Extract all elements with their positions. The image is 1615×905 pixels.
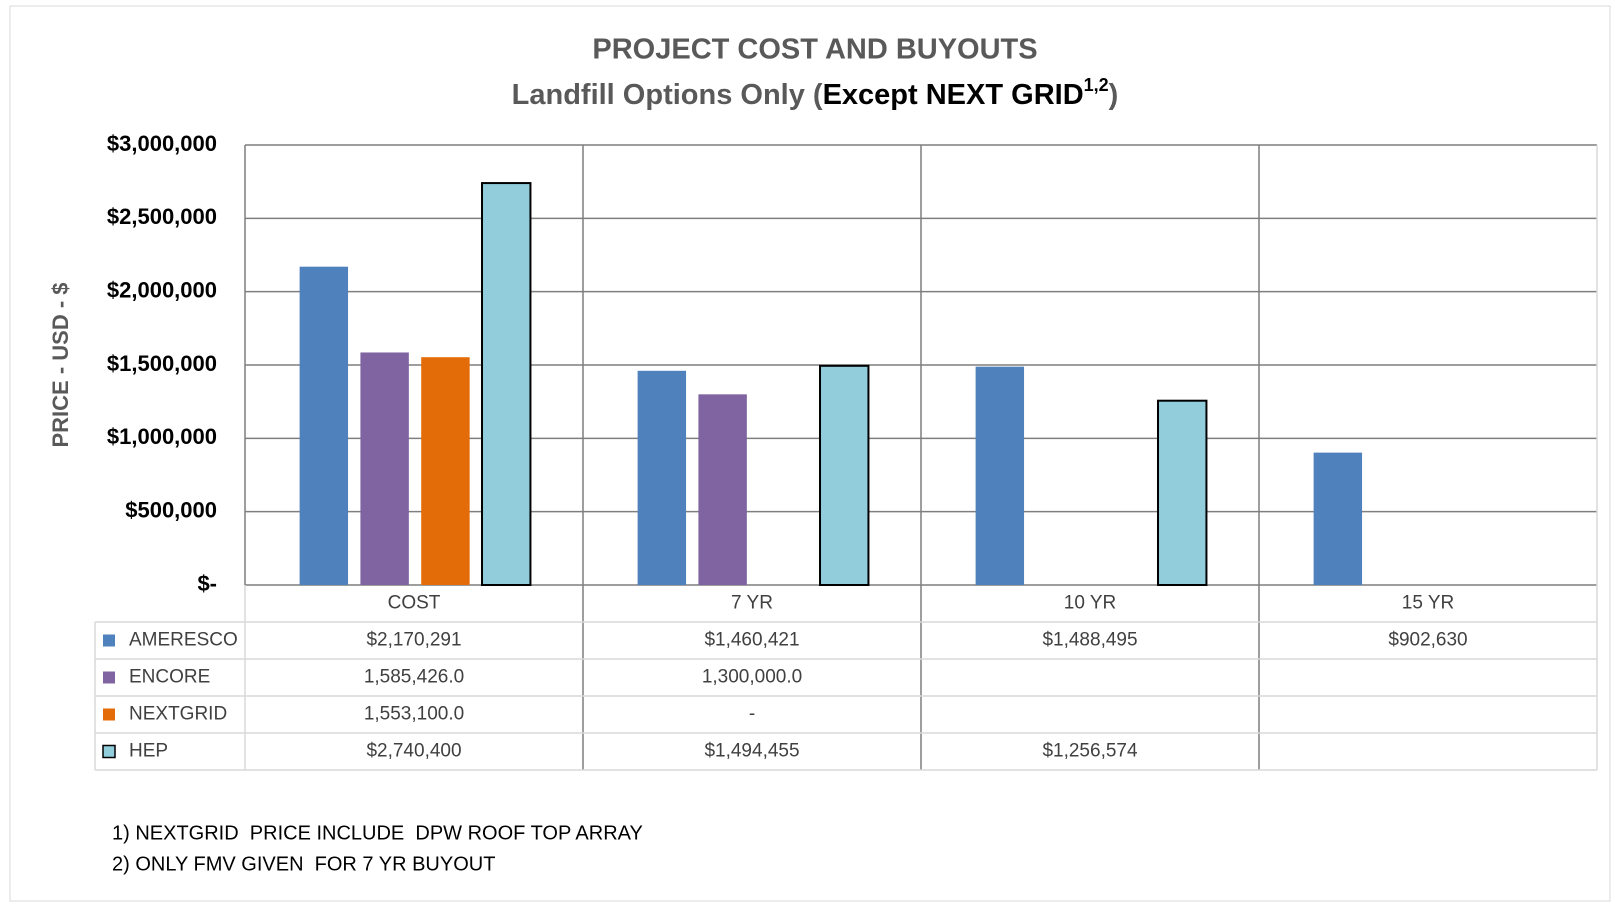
legend-label: AMERESCO [129, 630, 238, 651]
data-label: 1,553,100.0 [364, 704, 464, 725]
legend-key [103, 708, 115, 721]
y-tick-label: $2,000,000 [107, 277, 217, 302]
data-label: 1,300,000.0 [702, 667, 802, 688]
x-tick-label: 10 YR [1064, 593, 1116, 614]
legend-key [103, 671, 115, 684]
y-tick-label: $2,500,000 [107, 204, 217, 229]
data-label: $1,460,421 [704, 630, 799, 651]
x-tick-label: 15 YR [1402, 593, 1454, 614]
bar [1313, 452, 1363, 585]
bar [360, 352, 409, 585]
bar [1157, 399, 1208, 586]
y-axis-label: PRICE - USD - $ [48, 282, 73, 447]
data-label: $902,630 [1388, 630, 1467, 651]
data-label: 1,585,426.0 [364, 667, 464, 688]
y-tick-label: $1,000,000 [107, 424, 217, 449]
y-tick-label: $- [197, 571, 217, 596]
bar [975, 366, 1025, 585]
subtitle-part: Landfill Options Only ( [512, 79, 823, 111]
subtitle-part: 1,2 [1084, 75, 1109, 95]
legend-key [102, 744, 116, 759]
data-label: $2,740,400 [366, 741, 461, 762]
bar [637, 370, 687, 585]
data-label: $1,256,574 [1042, 741, 1138, 762]
legend-label: NEXTGRID [129, 704, 227, 725]
bar [421, 357, 470, 585]
subtitle-part: Except NEXT GRID [823, 79, 1084, 111]
bar [819, 364, 870, 586]
y-tick-label: $500,000 [125, 497, 217, 522]
data-label: $1,494,455 [704, 741, 799, 762]
y-tick-label: $3,000,000 [107, 131, 217, 156]
chart-subtitle: Landfill Options Only (Except NEXT GRID1… [512, 75, 1119, 111]
chart-title: PROJECT COST AND BUYOUTS [592, 34, 1037, 66]
data-label: $2,170,291 [366, 630, 461, 651]
footnote: 1) NEXTGRID PRICE INCLUDE DPW ROOF TOP A… [112, 822, 643, 844]
y-tick-label: $1,500,000 [107, 351, 217, 376]
legend-label: ENCORE [129, 667, 210, 688]
bar [299, 266, 349, 585]
data-label: $1,488,495 [1042, 630, 1137, 651]
data-label: - [749, 704, 755, 725]
x-tick-label: 7 YR [731, 593, 773, 614]
chart-border [9, 5, 1611, 902]
footnote: 2) ONLY FMV GIVEN FOR 7 YR BUYOUT [112, 853, 495, 875]
legend-key [103, 634, 115, 647]
legend-label: HEP [129, 741, 168, 762]
bar [698, 394, 747, 585]
x-tick-label: COST [388, 593, 441, 614]
bar [481, 182, 532, 586]
subtitle-part: ) [1109, 79, 1119, 111]
